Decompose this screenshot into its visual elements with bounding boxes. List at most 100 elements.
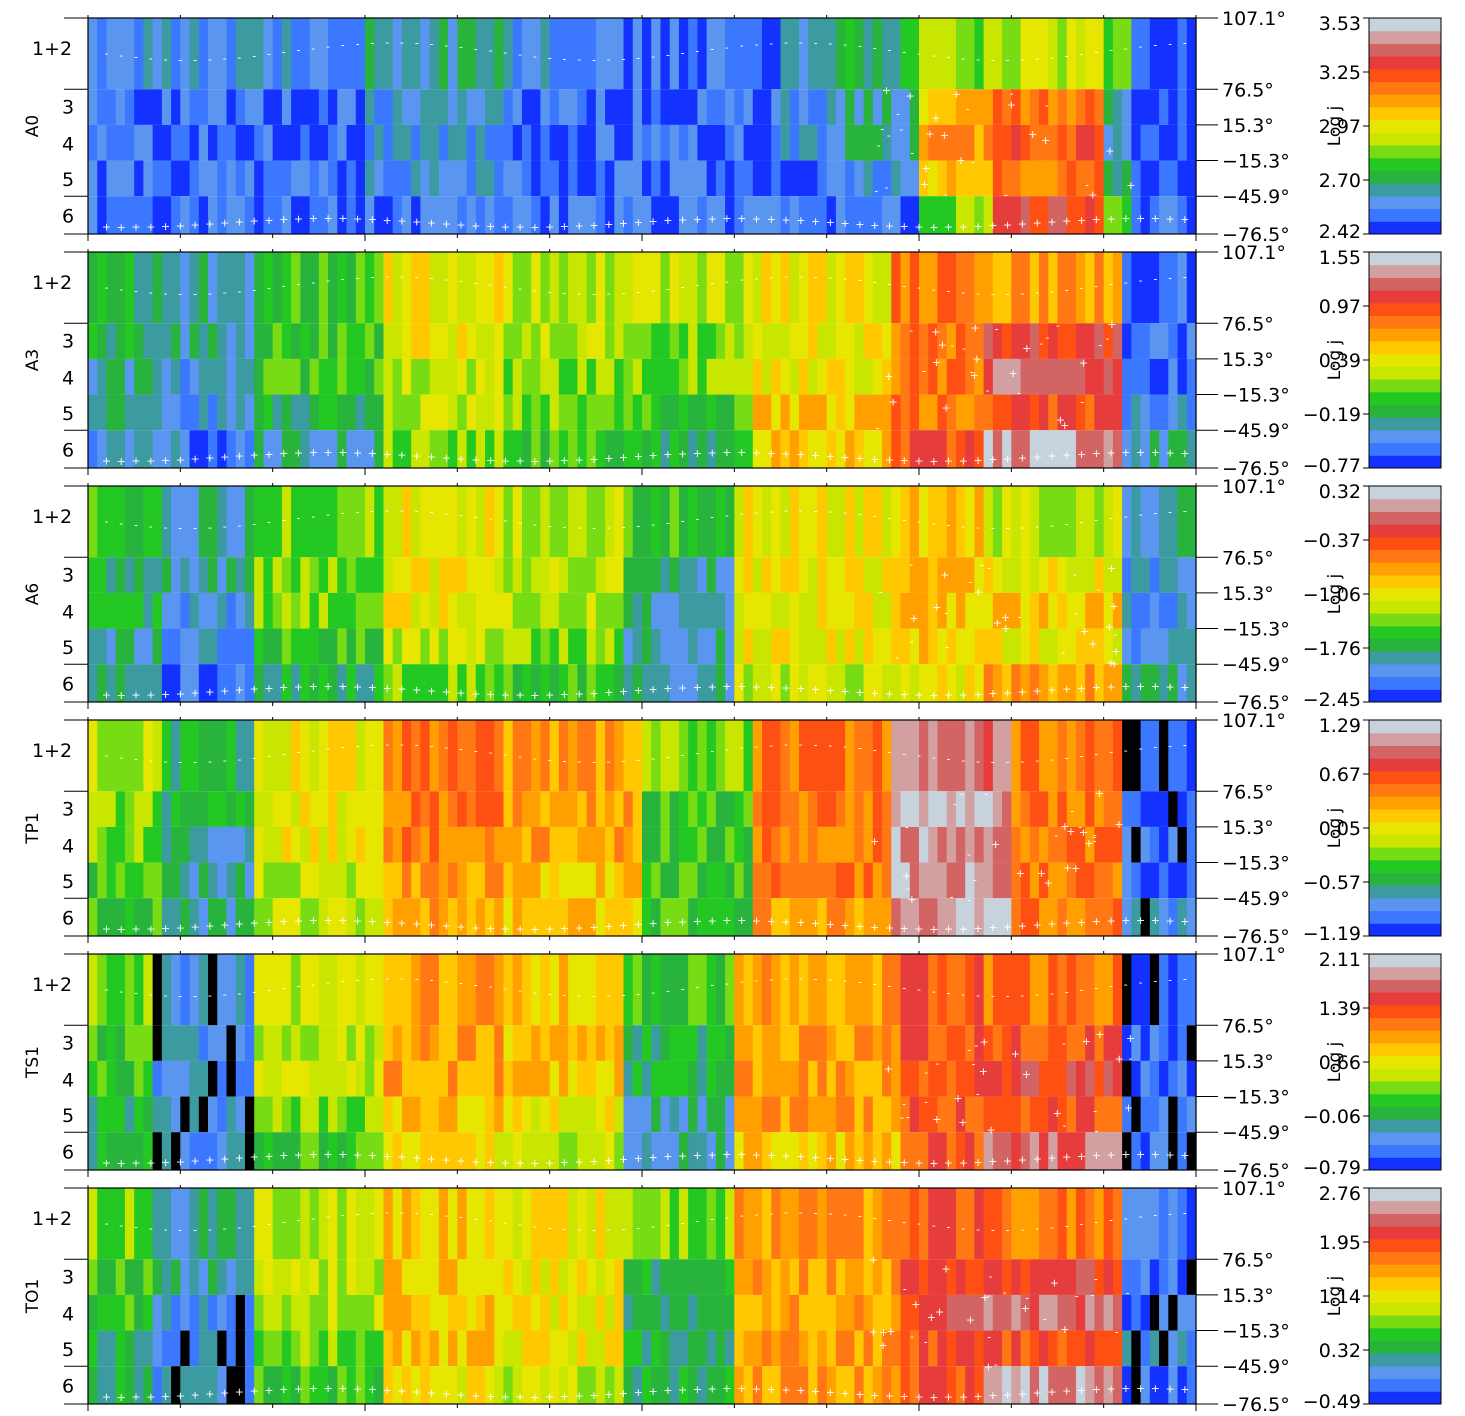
trajectory-marker: + [368, 915, 377, 928]
y-tick-label: 4 [62, 133, 74, 155]
heatmap-cell [429, 358, 440, 395]
heatmap-cell [983, 898, 994, 936]
heatmap-cell [1048, 18, 1059, 90]
heatmap-cell [355, 1294, 366, 1331]
heatmap-cell [826, 557, 837, 593]
heatmap-cell [401, 1060, 412, 1097]
heatmap-cell [124, 358, 135, 395]
heatmap-cell [152, 430, 163, 468]
heatmap-cell [374, 430, 385, 468]
heatmap-cell [669, 358, 680, 395]
heatmap-cell [1122, 1188, 1132, 1260]
heatmap-cell [217, 791, 228, 827]
heatmap-cell [946, 1259, 957, 1295]
right-tick-label: −15.3° [1222, 853, 1290, 875]
trajectory-markers: ----------------------------------------… [102, 972, 1190, 1170]
heatmap-cell [374, 826, 385, 863]
heatmap-cell [965, 160, 975, 197]
heatmap-cell [540, 430, 551, 468]
heatmap-cell [771, 557, 782, 593]
heatmap-cell [235, 664, 246, 702]
heatmap-cell [558, 196, 569, 234]
trajectory-marker: - [385, 504, 389, 517]
heatmap-cell [743, 358, 754, 395]
heatmap-cell [743, 862, 754, 899]
trajectory-marker: + [190, 1389, 199, 1402]
heatmap-cell [309, 1294, 320, 1331]
trajectory-marker: + [161, 922, 170, 935]
trajectory-marker: + [840, 919, 849, 932]
heatmap-cell [706, 1294, 717, 1331]
heatmap-cell [124, 1330, 135, 1367]
heatmap-cell [789, 1330, 800, 1367]
heatmap-cell [835, 664, 846, 702]
heatmap-cell [429, 124, 440, 161]
trajectory-marker: - [489, 44, 493, 57]
trajectory-marker: - [592, 1223, 596, 1236]
heatmap-cell [143, 1132, 154, 1170]
heatmap-cell [272, 1188, 283, 1260]
heatmap-cell [725, 628, 735, 665]
heatmap-cell [845, 628, 855, 665]
heatmap-cell [429, 826, 440, 863]
heatmap-cell [365, 323, 375, 359]
heatmap-cell [475, 791, 486, 827]
heatmap-cell [974, 18, 985, 90]
heatmap-cell [808, 1294, 819, 1331]
trajectory-marker: + [456, 1155, 465, 1168]
heatmap-cell [438, 826, 449, 863]
heatmap-cell [512, 430, 523, 468]
heatmap-cell [614, 1330, 625, 1367]
heatmap-cell [1122, 124, 1132, 161]
heatmap-cell [374, 898, 385, 936]
heatmap-cell [937, 430, 948, 468]
heatmap-cell [143, 557, 154, 593]
trajectory-marker: - [592, 989, 596, 1002]
heatmap-cell [845, 486, 855, 558]
heatmap-cell [983, 720, 994, 792]
trajectory-marker: + [131, 1391, 140, 1404]
heatmap-cell [651, 196, 662, 234]
heatmap-cell [1066, 358, 1077, 395]
heatmap-cell [1085, 1366, 1096, 1404]
heatmap-cell [734, 720, 745, 792]
trajectory-marker: + [205, 920, 214, 933]
heatmap-cell [586, 1294, 597, 1331]
heatmap-cell [845, 1132, 855, 1170]
heatmap-cell [392, 1025, 403, 1061]
heatmap-cell [401, 196, 412, 234]
heatmap-cell [1066, 1060, 1077, 1097]
heatmap-cell [1131, 358, 1142, 395]
heatmap-cell [88, 430, 98, 468]
heatmap-cell [401, 89, 412, 125]
heatmap-cell [115, 1294, 126, 1331]
heatmap-cell [318, 954, 329, 1026]
heatmap-cell [429, 394, 440, 431]
heatmap-cell [494, 486, 505, 558]
trajectory-marker: - [947, 51, 951, 64]
heatmap-cell [937, 826, 948, 863]
colorbar-swatch [1369, 536, 1441, 551]
heatmap-cell [928, 898, 939, 936]
trajectory-marker: - [1153, 273, 1157, 286]
heatmap-cell [134, 430, 144, 468]
heatmap-cell [438, 89, 449, 125]
heatmap-cell [1168, 1188, 1179, 1260]
heatmap-cell [715, 18, 726, 90]
heatmap-cell [1140, 394, 1151, 431]
heatmap-cell [1186, 862, 1197, 899]
heatmap-cell [217, 1096, 228, 1133]
heatmap-cell [1168, 252, 1179, 324]
heatmap-cell [688, 720, 698, 792]
heatmap-cell [669, 1025, 680, 1061]
trajectory-marker: + [501, 1156, 510, 1169]
heatmap-cell [891, 430, 902, 468]
heatmap-cell [134, 1259, 144, 1295]
heatmap-cell [281, 557, 292, 593]
heatmap-cell [872, 664, 883, 702]
heatmap-cell [263, 252, 274, 324]
heatmap-cell [586, 557, 597, 593]
heatmap-cell [697, 664, 708, 702]
trajectory-marker: - [164, 989, 168, 1002]
heatmap-cell [429, 791, 440, 827]
